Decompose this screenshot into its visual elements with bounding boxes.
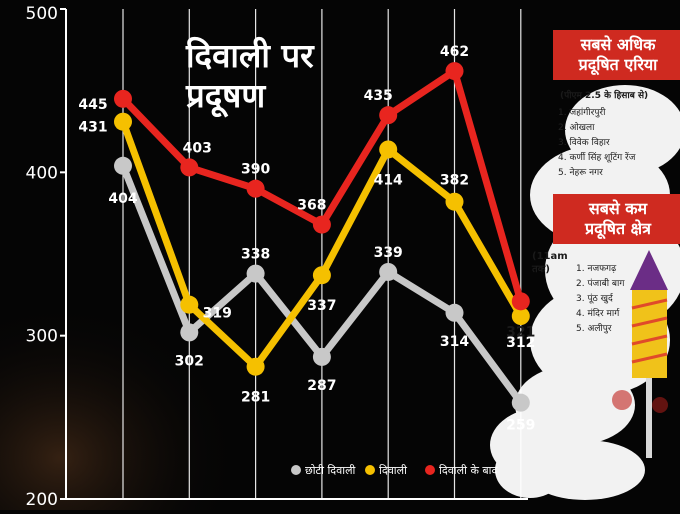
data-point-s2	[379, 106, 398, 125]
legend-label-2: दिवाली के बाद	[439, 464, 498, 477]
data-point-s1	[114, 112, 132, 131]
time-note: (11am तक)	[532, 250, 568, 276]
legend-marker-1	[365, 465, 375, 475]
least-polluted-item: 1. नजफगढ़	[576, 264, 617, 274]
data-point-s1	[511, 307, 530, 326]
data-point-s0	[445, 303, 464, 322]
data-label: 321	[506, 324, 535, 340]
series-points	[114, 62, 530, 412]
data-point-s2	[445, 62, 464, 81]
chart-title-line-1: दिवाली पर	[186, 36, 314, 75]
least-polluted-item: 5. अलीपुर	[576, 324, 612, 334]
legend: छोटी दिवाली दिवाली दिवाली के बाद	[291, 464, 498, 477]
data-label: 435	[364, 88, 393, 104]
data-point-s1	[379, 140, 398, 159]
most-polluted-item: 1. जहांगीरपुरी	[558, 108, 606, 118]
time-note-line-2: तक)	[532, 264, 550, 275]
data-label: 338	[241, 247, 270, 263]
data-labels: 404 302 338 287 339 314 259 431 319 281 337 414 382 3…	[78, 44, 535, 434]
data-point-s1	[246, 357, 265, 376]
most-polluted-item: 4. कर्णी सिंह शूटिंग रेंज	[558, 153, 636, 163]
data-label: 302	[175, 353, 204, 369]
time-note-line-1: (11am	[532, 251, 568, 262]
least-polluted-heading-line-1: सबसे कम	[588, 199, 648, 218]
data-point-s0	[379, 262, 398, 281]
legend-marker-2	[425, 465, 435, 475]
data-point-s0	[312, 347, 331, 366]
data-label: 281	[241, 390, 270, 406]
legend-label-1: दिवाली	[379, 464, 407, 477]
y-tick-label: 500	[26, 4, 58, 24]
most-polluted-item: 5. नेहरू नगर	[558, 168, 603, 178]
least-polluted-item: 4. मंदिर मार्ग	[576, 309, 620, 319]
data-label: 339	[374, 245, 403, 261]
data-label: 414	[374, 172, 403, 188]
data-label: 312	[506, 335, 535, 351]
legend-marker-0	[291, 465, 301, 475]
most-polluted-heading-line-1: सबसे अधिक	[580, 35, 656, 54]
data-point-s0	[511, 393, 530, 412]
background-glow	[0, 250, 300, 510]
most-polluted-heading: सबसे अधिक प्रदूषित एरिया	[553, 30, 680, 80]
least-polluted-item: 2. पंजाबी बाग	[576, 279, 625, 289]
data-point-s1	[312, 266, 331, 285]
least-polluted-list: 1. नजफगढ़ 2. पंजाबी बाग 3. पूंठ खुर्द 4.…	[576, 262, 624, 337]
chart-title: दिवाली पर प्रदूषण	[186, 36, 314, 116]
data-label: 382	[440, 173, 469, 189]
data-label: 462	[440, 44, 469, 60]
data-label: 319	[203, 306, 232, 322]
least-polluted-heading-line-2: प्रदूषित क्षेत्र	[585, 219, 651, 238]
data-label: 368	[297, 198, 326, 214]
most-polluted-item: 3. विवेक विहार	[558, 138, 610, 148]
y-tick-label: 300	[26, 327, 58, 347]
y-tick-label: 400	[26, 163, 58, 183]
most-polluted-subtitle: (पीएम 2.5 के हिसाब से)	[560, 91, 649, 101]
data-point-s1	[445, 192, 464, 211]
chart-title-line-2: प्रदूषण	[186, 76, 266, 115]
data-label: 404	[108, 191, 137, 207]
y-tick-label: 200	[26, 490, 58, 510]
rocket-icon	[612, 250, 668, 458]
legend-label-0: छोटी दिवाली	[305, 464, 356, 477]
data-label: 445	[78, 97, 107, 113]
data-point-s0	[114, 156, 132, 175]
least-polluted-item: 3. पूंठ खुर्द	[576, 294, 613, 304]
data-point-s1	[180, 295, 199, 314]
most-polluted-list: 1. जहांगीरपुरी 2. ओखला 3. विवेक विहार 4.…	[558, 106, 635, 181]
data-label: 403	[183, 140, 212, 156]
data-label: 337	[307, 298, 336, 314]
smoke-cloud	[490, 85, 680, 500]
data-point-s2	[312, 215, 331, 234]
data-point-s2	[246, 179, 265, 198]
data-label: 431	[78, 120, 107, 136]
data-label: 390	[241, 162, 270, 178]
most-polluted-item: 2. ओखला	[558, 123, 595, 133]
data-point-s2	[180, 158, 199, 177]
data-label: 287	[307, 378, 336, 394]
least-polluted-heading: सबसे कम प्रदूषित क्षेत्र	[553, 194, 680, 244]
data-point-s0	[180, 323, 199, 342]
data-label: 314	[440, 334, 469, 350]
data-point-s2	[511, 292, 530, 311]
data-label: 259	[506, 418, 535, 434]
axis-layer: 200 300 400 500	[26, 4, 528, 510]
background-layer	[0, 85, 680, 510]
grid-layer	[122, 9, 522, 499]
data-point-s2	[114, 89, 132, 108]
most-polluted-heading-line-2: प्रदूषित एरिया	[578, 55, 658, 74]
data-point-s0	[246, 264, 265, 283]
